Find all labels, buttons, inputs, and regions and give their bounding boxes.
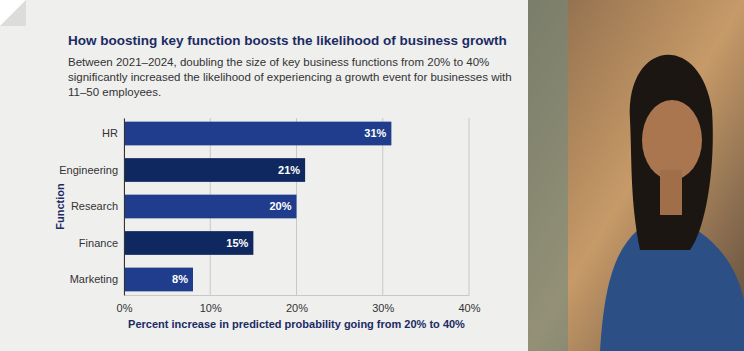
x-axis-title: Percent increase in predicted probabilit… <box>128 318 465 330</box>
y-tick-label: Research <box>71 200 118 212</box>
x-tick: 40% <box>458 295 480 314</box>
photo-column <box>528 0 568 351</box>
data-label: 15% <box>226 237 248 249</box>
bar <box>124 268 193 292</box>
x-axis: 0% 10% 20% 30% 40% <box>117 295 481 314</box>
x-tick: 10% <box>200 295 222 314</box>
photo-neck <box>660 170 682 215</box>
x-tick-label: 20% <box>286 302 308 314</box>
chart-root: How boosting key function boosts the lik… <box>0 0 744 351</box>
bar <box>124 231 253 255</box>
data-labels: 31% 21% 20% 15% 8% <box>172 127 386 285</box>
x-tick-label: 0% <box>117 302 133 314</box>
data-label: 31% <box>364 127 386 139</box>
y-tick: Marketing <box>70 273 124 285</box>
x-tick-label: 10% <box>200 302 222 314</box>
y-tick: Research <box>71 200 124 212</box>
y-tick-label: Engineering <box>59 164 118 176</box>
x-axis-line <box>125 295 470 296</box>
y-tick: Engineering <box>59 164 124 176</box>
subtitle-line: Between 2021–2024, doubling the size of … <box>68 56 489 68</box>
subtitle: Between 2021–2024, doubling the size of … <box>68 56 512 98</box>
bar <box>124 195 297 219</box>
data-label: 21% <box>278 164 300 176</box>
bar <box>124 122 391 146</box>
y-tick: HR <box>102 127 124 139</box>
bars <box>124 122 391 292</box>
y-axis-line <box>124 119 125 296</box>
y-axis-title: Function <box>54 183 66 230</box>
subtitle-line: significantly increased the likelihood o… <box>68 71 512 83</box>
subtitle-line: 11–50 employees. <box>68 86 161 98</box>
photo-face <box>642 100 702 180</box>
y-axis: HR Engineering Research Finance Marketing <box>59 119 124 296</box>
panel-background <box>0 0 528 351</box>
y-tick-label: HR <box>102 127 118 139</box>
x-tick: 20% <box>286 295 308 314</box>
data-label: 20% <box>269 200 291 212</box>
photo-hair <box>630 55 713 250</box>
y-tick-label: Finance <box>79 237 118 249</box>
y-tick-label: Marketing <box>70 273 118 285</box>
corner-fold <box>0 0 26 26</box>
y-tick: Finance <box>79 237 124 249</box>
x-tick: 0% <box>117 295 133 314</box>
x-tick-label: 30% <box>372 302 394 314</box>
grid-line <box>124 118 125 295</box>
x-tick-label: 40% <box>458 302 480 314</box>
data-label: 8% <box>172 273 188 285</box>
corner-fold-shade <box>0 0 26 26</box>
photo <box>528 0 744 351</box>
bar <box>124 158 305 182</box>
x-tick: 30% <box>372 295 394 314</box>
grid-line <box>469 118 470 295</box>
title: How boosting key function boosts the lik… <box>68 33 507 48</box>
grid <box>124 118 469 295</box>
photo-background <box>528 0 744 351</box>
